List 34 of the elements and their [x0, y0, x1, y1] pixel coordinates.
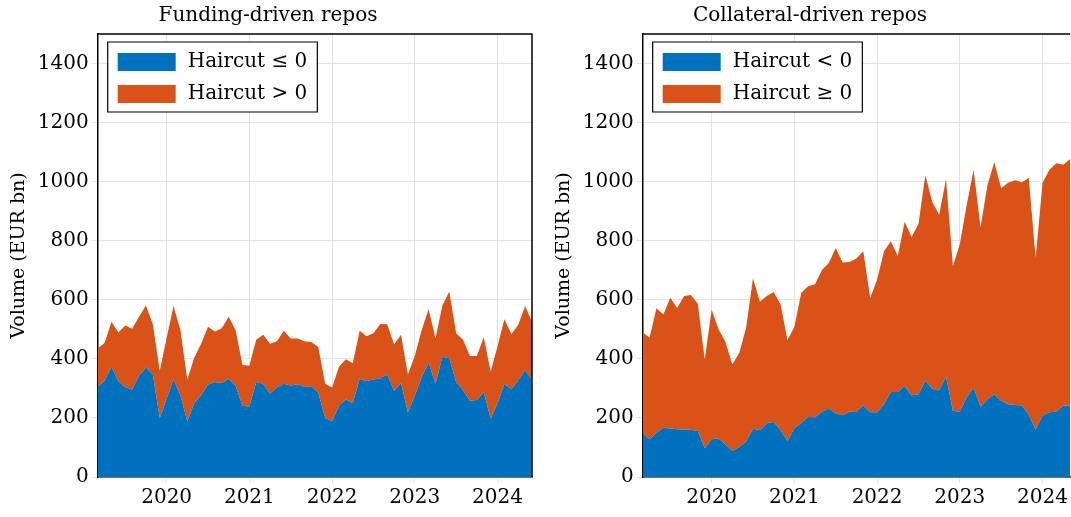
y-tick-label: 1000 [582, 167, 634, 192]
x-tick-label: 2021 [223, 484, 275, 509]
y-tick-label: 200 [50, 404, 89, 429]
y-tick-label: 1200 [582, 108, 634, 133]
x-tick-label: 2023 [389, 484, 441, 509]
x-tick-label: 2022 [851, 484, 903, 509]
x-tick-label: 2021 [768, 484, 820, 509]
y-tick-label: 200 [595, 404, 634, 429]
y-tick-label: 1400 [37, 49, 89, 74]
y-tick-label: 600 [50, 286, 89, 310]
legend-label: Haircut > 0 [187, 80, 308, 105]
y-tick-label: 400 [595, 345, 634, 370]
y-tick-label: 600 [595, 286, 634, 310]
y-tick-label: 800 [595, 226, 634, 251]
y-tick-label: 400 [50, 345, 89, 370]
y-tick-label: 0 [75, 463, 89, 488]
y-axis-title: Volume (EUR bn) [6, 172, 29, 340]
x-tick-label: 2020 [686, 484, 738, 509]
x-tick-label: 2022 [306, 484, 358, 509]
y-tick-label: 1400 [582, 49, 634, 74]
chart-title: Collateral-driven repos [692, 2, 928, 27]
legend-label: Haircut ≤ 0 [187, 48, 308, 73]
y-tick-label: 1000 [37, 167, 89, 192]
x-tick-label: 2024 [472, 484, 523, 509]
x-tick-label: 2024 [1017, 484, 1068, 509]
y-axis-title: Volume (EUR bn) [551, 172, 574, 340]
y-tick-label: 0 [620, 463, 634, 488]
x-tick-label: 2020 [141, 484, 193, 509]
chart-title: Funding-driven repos [158, 2, 378, 27]
y-tick-label: 1200 [37, 108, 89, 133]
y-tick-label: 800 [50, 226, 89, 251]
x-tick-label: 2023 [934, 484, 986, 509]
legend-label: Haircut < 0 [732, 48, 853, 73]
legend-label: Haircut ≥ 0 [732, 80, 853, 105]
